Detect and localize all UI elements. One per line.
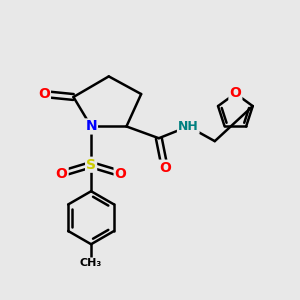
Text: O: O [115, 167, 127, 181]
Text: N: N [85, 119, 97, 134]
Text: O: O [56, 167, 68, 181]
Text: O: O [38, 87, 50, 101]
Text: CH₃: CH₃ [80, 258, 102, 268]
Text: O: O [159, 161, 171, 175]
Text: O: O [230, 86, 241, 100]
Text: S: S [86, 158, 96, 172]
Text: NH: NH [178, 120, 199, 133]
